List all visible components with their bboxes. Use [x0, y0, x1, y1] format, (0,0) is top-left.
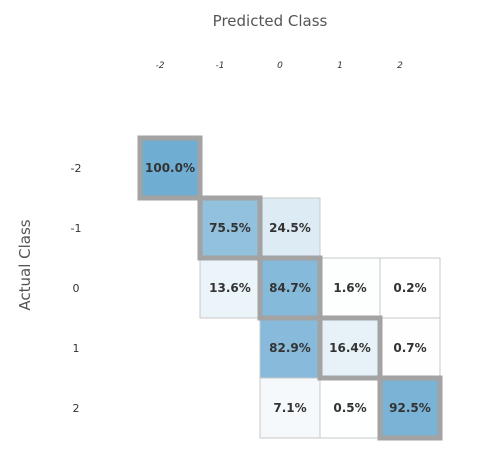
cell-value-label: 92.5%: [389, 401, 431, 415]
cell-value-label: 0.2%: [393, 281, 426, 295]
x-tick-label: 2: [397, 61, 403, 71]
matrix-cell: [319, 377, 381, 439]
diagonal-highlight-border: [197, 195, 263, 261]
cell-value-label: 13.6%: [209, 281, 251, 295]
cell-value-label: 0.5%: [333, 401, 366, 415]
matrix-cell: [259, 317, 321, 379]
y-tick-label: 1: [73, 342, 80, 355]
diagonal-highlight-border: [377, 375, 443, 441]
y-tick-labels: -2 -1 0 1 2: [71, 162, 82, 415]
diagonal-highlights: [137, 135, 443, 441]
matrix-cell: [259, 197, 321, 259]
cell-value-label: 82.9%: [269, 341, 311, 355]
matrix-cell: [199, 197, 261, 259]
y-tick-label: 0: [73, 282, 80, 295]
cell-value-label: 100.0%: [145, 161, 195, 175]
cell-value-label: 16.4%: [329, 341, 371, 355]
cell-value-label: 0.7%: [393, 341, 426, 355]
diagonal-highlight-border: [137, 135, 203, 201]
x-tick-label: -2: [156, 61, 165, 71]
matrix-cell: [379, 317, 441, 379]
y-axis-title: Actual Class: [16, 219, 34, 310]
x-tick-label: 1: [337, 61, 343, 71]
x-tick-label: -1: [216, 61, 225, 71]
cell-value-label: 84.7%: [269, 281, 311, 295]
y-tick-label: 2: [73, 402, 80, 415]
x-axis-title: Predicted Class: [213, 12, 328, 30]
matrix-cell: [139, 137, 201, 199]
diagonal-highlight-border: [257, 255, 323, 321]
diagonal-highlight-border: [317, 315, 383, 381]
cell-value-label: 1.6%: [333, 281, 366, 295]
x-tick-labels: -2 -1 0 1 2: [156, 61, 404, 71]
cell-value-label: 75.5%: [209, 221, 251, 235]
matrix-cells: 100.0% 75.5% 24.5% 13.6% 84.7% 1.6% 0.2% 82.9% 1…: [139, 137, 441, 439]
y-tick-label: -1: [71, 222, 82, 235]
cell-value-label: 24.5%: [269, 221, 311, 235]
cell-value-label: 7.1%: [273, 401, 306, 415]
y-tick-label: -2: [71, 162, 82, 175]
x-tick-label: 0: [277, 61, 283, 71]
